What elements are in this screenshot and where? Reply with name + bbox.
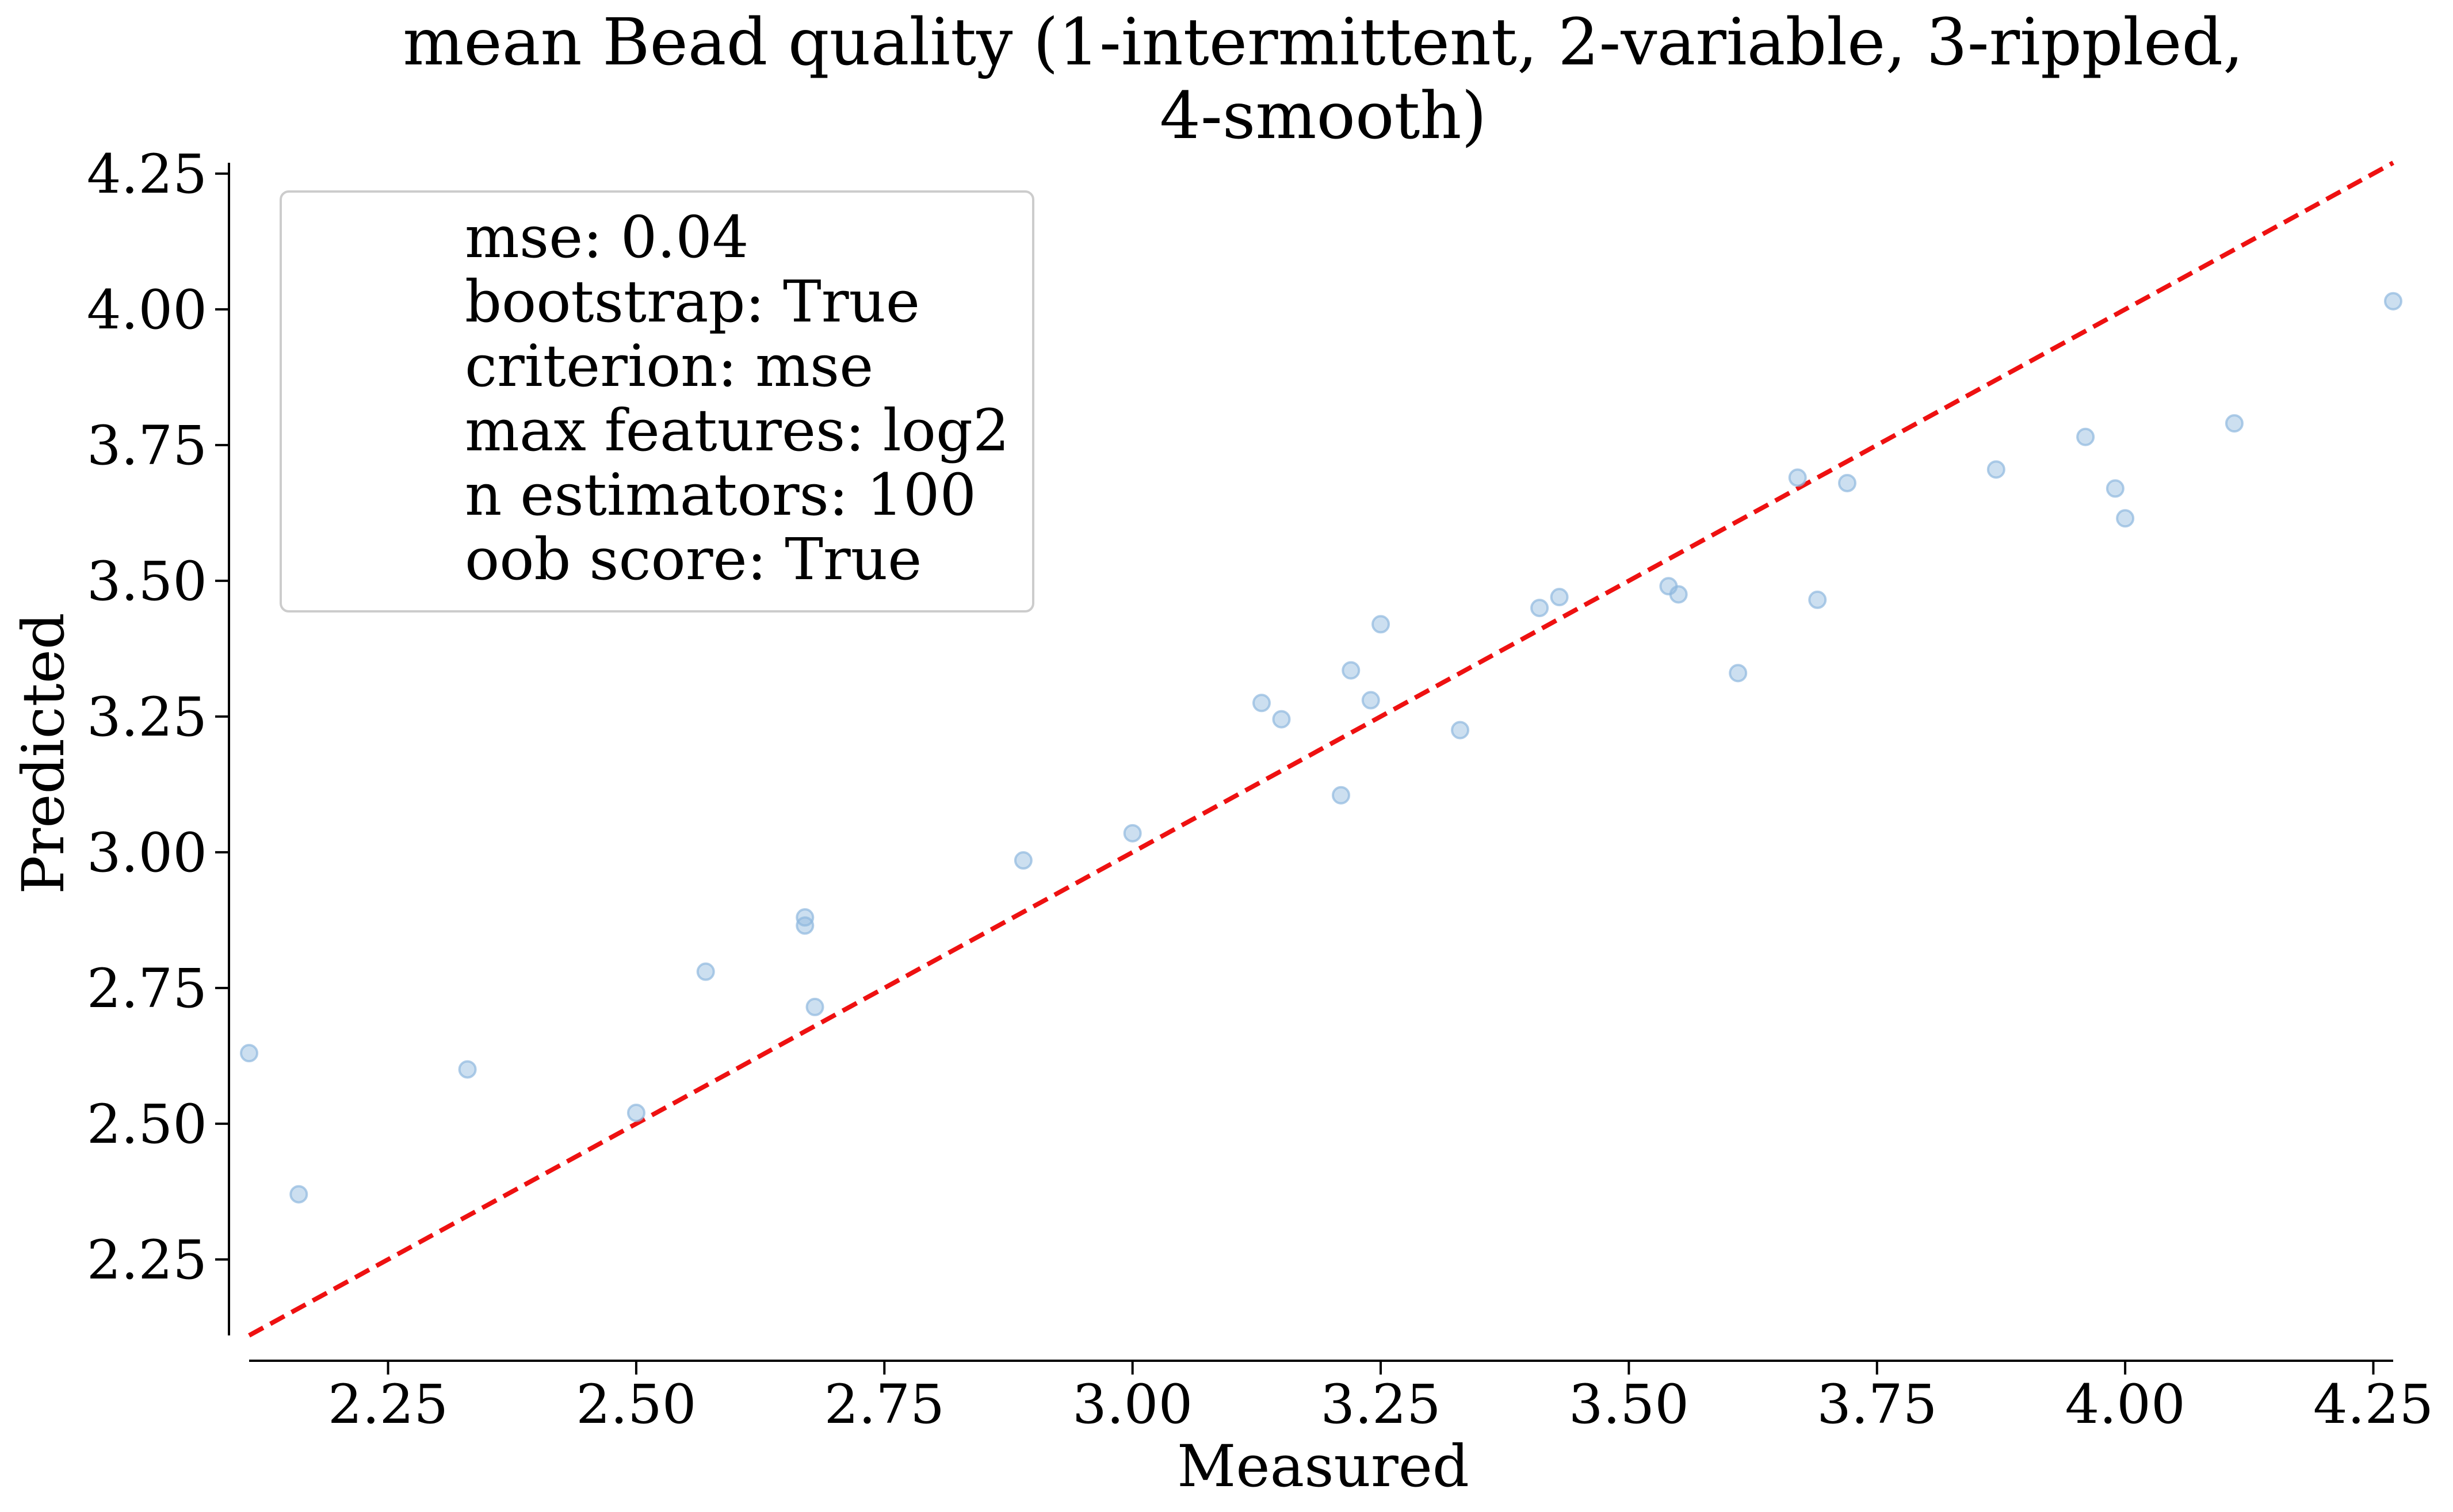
legend-entry-max-features: max features: log2 [465, 397, 1010, 464]
x-tick-label: 2.50 [576, 1373, 696, 1436]
scatter-point [1530, 599, 1549, 618]
scatter-point [2106, 479, 2125, 498]
reference-line [248, 160, 2394, 1338]
scatter-point [1669, 585, 1688, 604]
scatter-point [626, 1103, 645, 1122]
legend: mse: 0.04 bootstrap: True criterion: mse… [280, 190, 1034, 613]
legend-entry-criterion: criterion: mse [465, 332, 873, 400]
scatter-point [2076, 427, 2095, 446]
scatter-point [696, 962, 715, 981]
legend-box [280, 190, 1034, 613]
reference-line-path [248, 160, 2394, 1338]
scatter-point [1272, 710, 1291, 729]
y-tick-label: 2.75 [87, 958, 207, 1020]
legend-entry-oob-score: oob score: True [465, 526, 922, 593]
scatter-point [805, 997, 824, 1016]
y-tick-label: 3.50 [87, 550, 207, 613]
x-ticks: 2.25 2.50 2.75 3.00 3.25 3.50 3.75 4.00 4.25 [328, 1361, 2433, 1436]
x-tick-label: 3.50 [1569, 1373, 1689, 1436]
scatter-point [1332, 786, 1351, 805]
scatter-point [1550, 588, 1569, 607]
chart-title-line-1: mean Bead quality (1-intermittent, 2-var… [403, 5, 2244, 80]
scatter-point [1371, 615, 1390, 634]
x-tick-label: 4.25 [2313, 1373, 2433, 1436]
y-tick-label: 4.25 [87, 143, 207, 206]
scatter-point [1986, 460, 2005, 479]
legend-entry-bootstrap: bootstrap: True [465, 268, 920, 335]
scatter-point [1788, 468, 1807, 487]
scatter-point [240, 1044, 258, 1063]
scatter-point [1342, 661, 1361, 680]
legend-entry-n-estimators: n estimators: 100 [465, 461, 976, 529]
y-tick-label: 2.50 [87, 1093, 207, 1156]
scatter-point [2116, 509, 2135, 528]
y-ticks: 2.25 2.50 2.75 3.00 3.25 3.50 3.75 4.00 4.25 [87, 143, 229, 1292]
x-tick-label: 3.75 [1817, 1373, 1937, 1436]
x-tick-label: 3.00 [1072, 1373, 1193, 1436]
scatter-point [1252, 694, 1271, 713]
y-tick-label: 4.00 [87, 279, 207, 342]
scatter-point [2225, 414, 2244, 433]
y-tick-label: 3.75 [87, 415, 207, 477]
y-tick-label: 2.25 [87, 1229, 207, 1292]
x-axis-label: Measured [1177, 1433, 1469, 1500]
scatter-point [289, 1185, 308, 1204]
y-tick-label: 3.00 [87, 822, 207, 885]
scatter-point [1808, 590, 1827, 609]
scatter-point [1123, 824, 1142, 843]
scatter-points [240, 292, 2402, 1204]
chart-title: mean Bead quality (1-intermittent, 2-var… [403, 5, 2244, 154]
scatter-point [1014, 851, 1033, 870]
scatter-point [458, 1060, 477, 1079]
y-axis-label: Predicted [10, 613, 77, 894]
scatter-point [796, 916, 815, 935]
scatter-point [1451, 721, 1470, 740]
x-tick-label: 4.00 [2065, 1373, 2185, 1436]
axes: 2.25 2.50 2.75 3.00 3.25 3.50 3.75 4.00 4.25 2.2… [87, 143, 2433, 1436]
scatter-point [1837, 473, 1856, 492]
chart-title-line-2: 4-smooth) [1160, 79, 1487, 154]
scatter-point [1361, 691, 1380, 710]
scatter-point [1729, 664, 1748, 683]
x-tick-label: 3.25 [1320, 1373, 1441, 1436]
scatter-point [2384, 292, 2402, 311]
x-tick-label: 2.75 [824, 1373, 945, 1436]
y-tick-label: 3.25 [87, 686, 207, 749]
x-tick-label: 2.25 [328, 1373, 448, 1436]
legend-entry-mse: mse: 0.04 [465, 204, 748, 271]
